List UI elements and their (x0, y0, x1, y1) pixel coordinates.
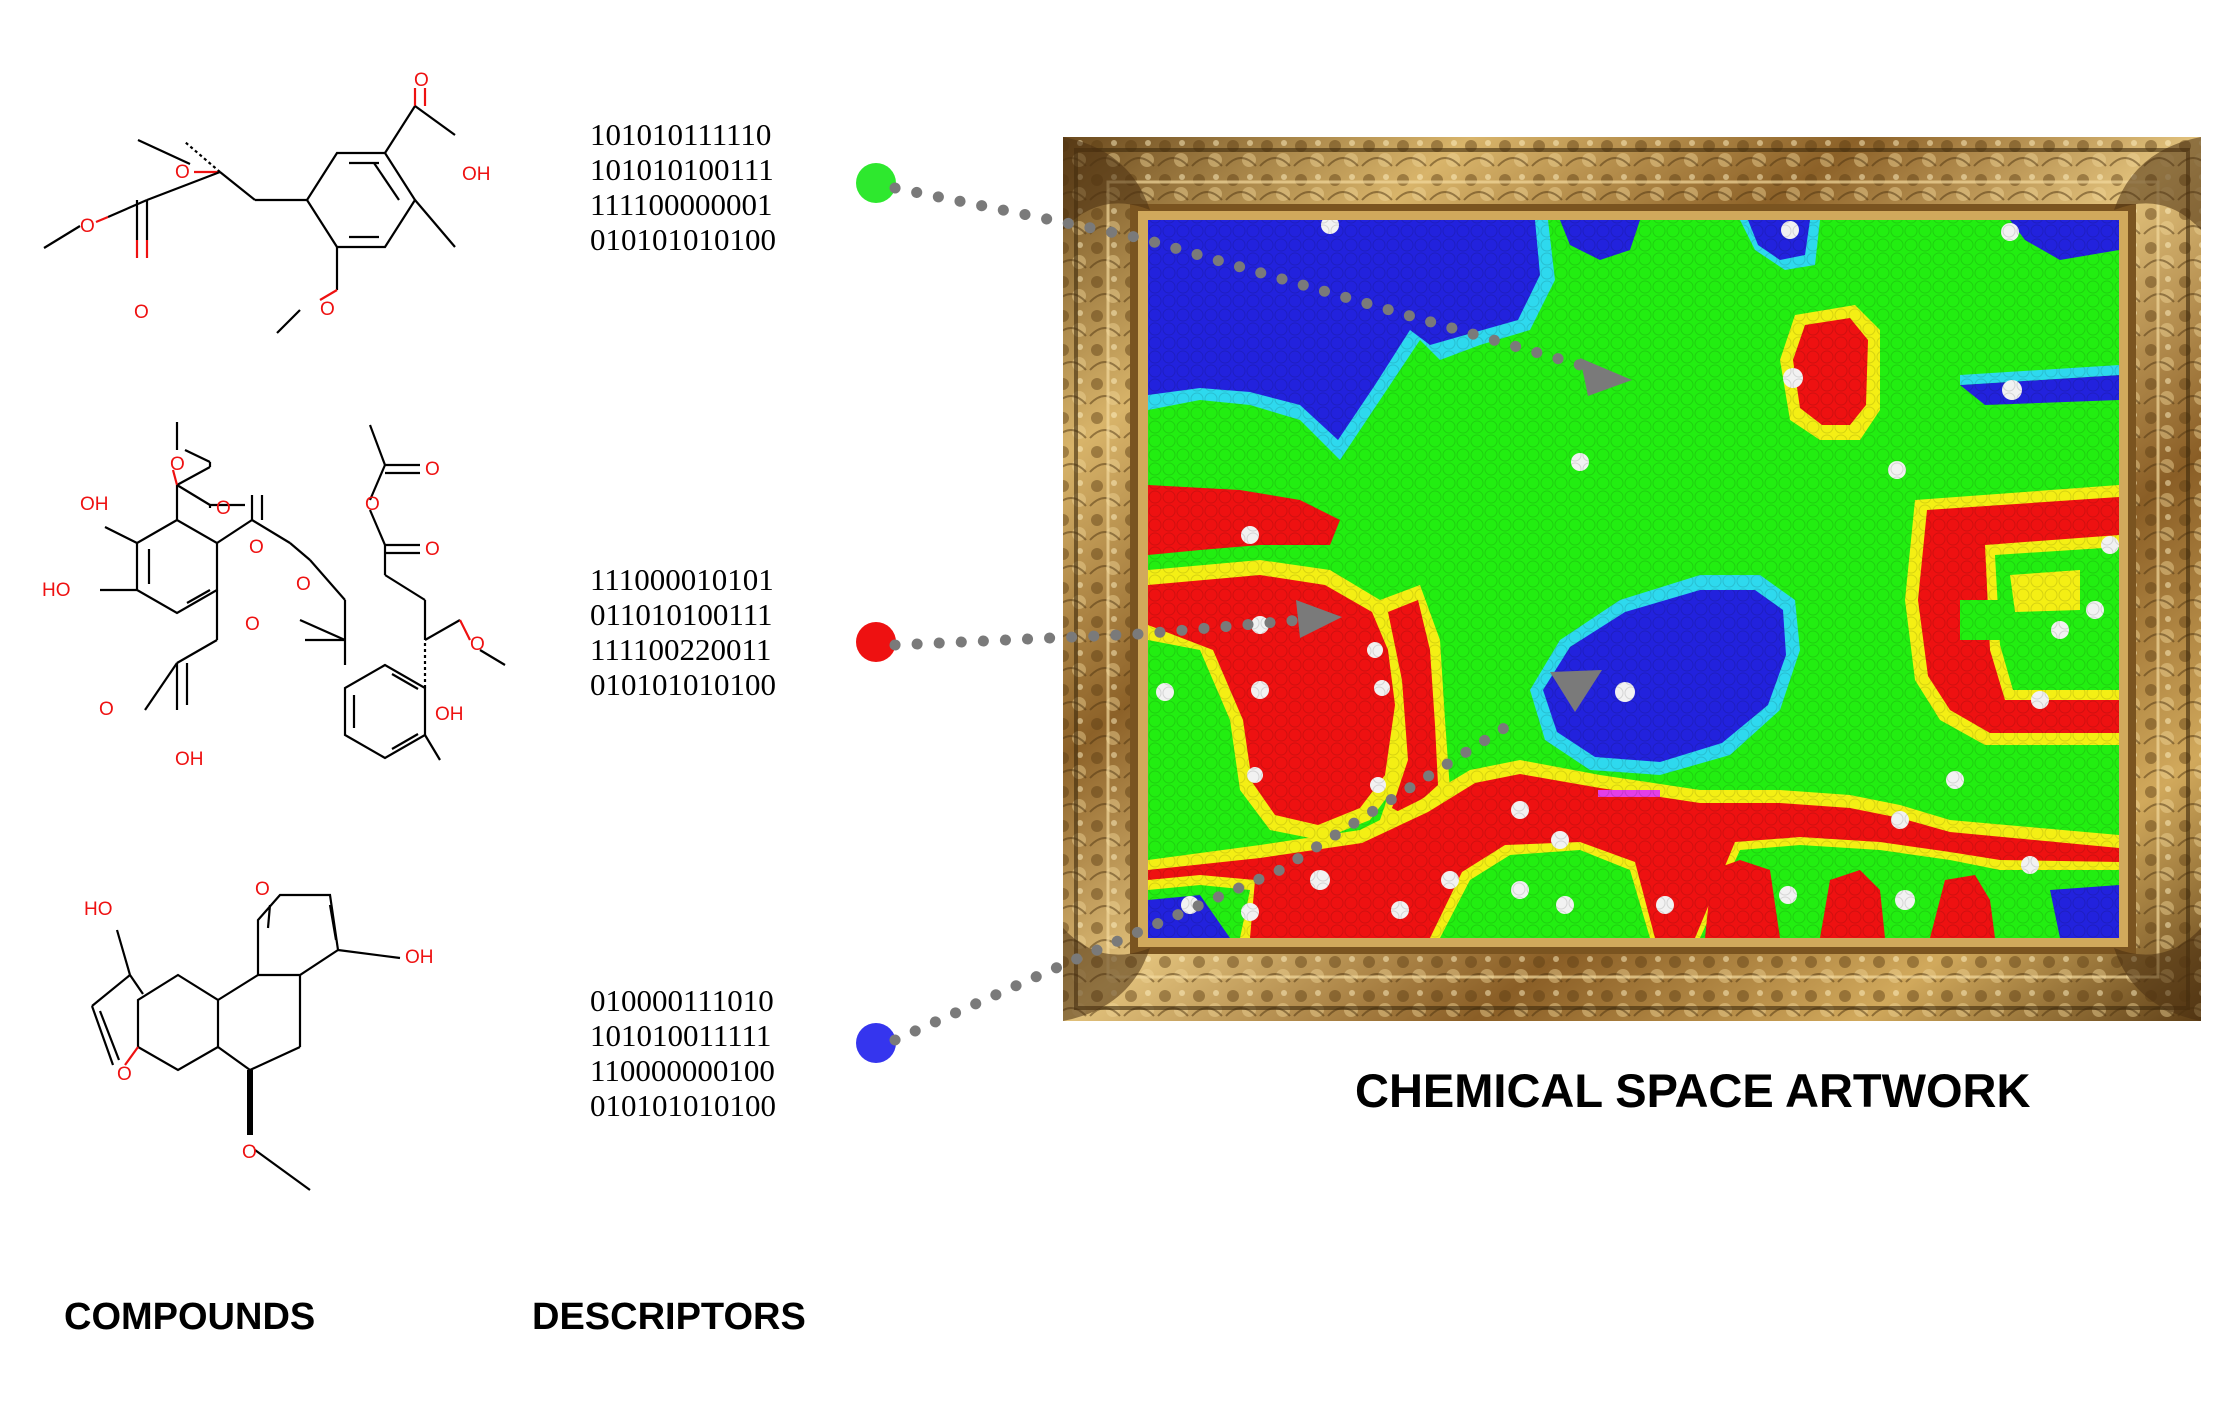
compound-3-atom-labels: HO O O OH O (84, 879, 434, 1163)
bit-string: 010101010100 (590, 222, 776, 257)
descriptor-bits-blue: 010000111010 101010011111 110000000100 0… (590, 983, 776, 1123)
arrowhead-red-icon (1296, 600, 1342, 638)
descriptor-dot-red (856, 622, 896, 662)
atom-label: O (365, 494, 380, 515)
atom-label: O (117, 1064, 132, 1085)
atom-label: O (470, 634, 485, 655)
bit-string: 010101010100 (590, 667, 776, 702)
artwork-title: CHEMICAL SPACE ARTWORK (1355, 1064, 2031, 1117)
bit-string: 111100000001 (590, 187, 773, 222)
atom-label: OH (80, 494, 109, 515)
atom-label: O (242, 1142, 257, 1163)
atom-label: HO (84, 899, 113, 920)
bit-string: 010000111010 (590, 983, 774, 1018)
bit-string: 010101010100 (590, 1088, 776, 1123)
compound-structure-2 (100, 422, 506, 761)
atom-label: HO (42, 580, 71, 601)
compound-1-atom-labels: O OH O O O O (80, 70, 491, 323)
atom-label: O (320, 299, 335, 320)
chemical-space-map (1148, 220, 2119, 938)
atom-label: O (134, 302, 149, 323)
arrowhead-green-icon (1580, 358, 1632, 396)
descriptor-bits-green: 101010111110 101010100111 111100000001 0… (590, 117, 776, 257)
atom-label: O (245, 614, 260, 635)
bit-string: 011010100111 (590, 597, 773, 632)
atom-label: O (425, 459, 440, 480)
atom-label: O (170, 454, 185, 475)
compound-structure-3 (90, 893, 401, 1191)
bit-string: 110000000100 (590, 1053, 775, 1088)
arrowhead-blue-icon (1550, 670, 1602, 712)
compound-structure-1 (43, 88, 456, 334)
arrow-red-to-map (889, 614, 1306, 651)
bit-string: 101010011111 (590, 1018, 772, 1053)
atom-label: O (425, 539, 440, 560)
arrow-green-to-map (889, 182, 1586, 371)
atom-label: OH (435, 704, 464, 725)
atom-label: O (99, 699, 114, 720)
descriptor-dot-green (856, 163, 896, 203)
bit-string: 101010111110 (590, 117, 772, 152)
descriptor-dot-blue (856, 1023, 896, 1063)
atom-label: O (296, 574, 311, 595)
atom-label: O (414, 70, 429, 91)
atom-label: O (255, 879, 270, 900)
arrow-blue-to-map (889, 712, 1526, 1046)
compound-2-atom-labels: OH HO O O O O O O OH O O O OH O (42, 454, 485, 770)
atom-label: O (216, 498, 231, 519)
atom-label: O (175, 162, 190, 183)
atom-label: OH (405, 947, 434, 968)
descriptors-title: DESCRIPTORS (532, 1296, 806, 1338)
bit-string: 111000010101 (590, 562, 774, 597)
atom-label: OH (175, 749, 204, 770)
compounds-title: COMPOUNDS (64, 1296, 316, 1338)
bit-string: 101010100111 (590, 152, 774, 187)
descriptor-bits-red: 111000010101 011010100111 111100220011 0… (590, 562, 776, 702)
atom-label: O (249, 537, 264, 558)
atom-label: O (80, 216, 95, 237)
atom-label: OH (462, 164, 491, 185)
bit-string: 111100220011 (590, 632, 772, 667)
